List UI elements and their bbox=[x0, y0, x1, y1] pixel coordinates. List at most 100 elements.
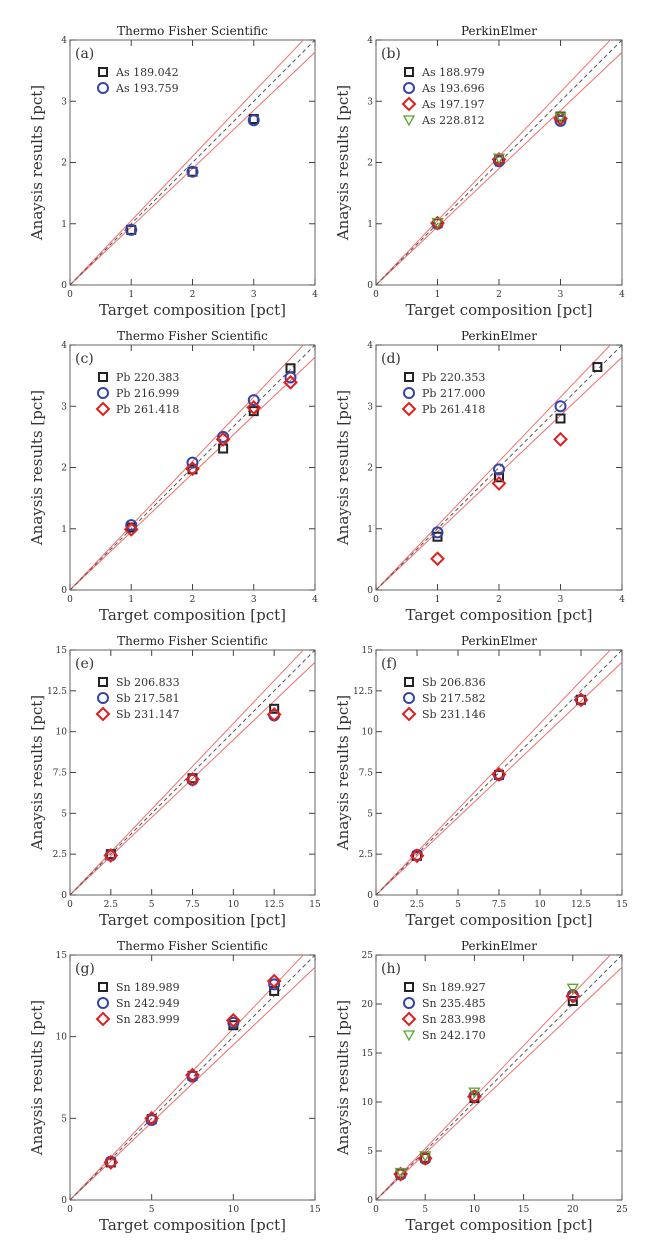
chart-panel-b: PerkinElmer 0 1 2 3 4 0 1 2 3 4 (b) As 188.979 As 193… bbox=[334, 24, 625, 319]
data-point bbox=[185, 771, 200, 787]
legend-label: Sb 217.582 bbox=[422, 692, 486, 705]
legend-marker bbox=[98, 67, 108, 77]
data-point bbox=[225, 1012, 241, 1028]
data-point bbox=[554, 400, 567, 413]
legend-marker bbox=[95, 1011, 111, 1027]
reference-lines bbox=[376, 955, 622, 1200]
data-point bbox=[103, 848, 119, 863]
identity-line bbox=[70, 650, 315, 895]
x-tick-label: 20 bbox=[567, 1205, 579, 1215]
legend-label: Pb 216.999 bbox=[116, 387, 179, 400]
data-point bbox=[269, 703, 280, 714]
data-point bbox=[125, 519, 138, 532]
panel-label: (e) bbox=[75, 656, 94, 672]
panel-label: (f) bbox=[381, 656, 397, 672]
identity-line bbox=[376, 40, 622, 285]
y-tick-label: 12.5 bbox=[47, 687, 67, 697]
legend-label: Pb 220.353 bbox=[422, 371, 485, 384]
y-tick-label: 10 bbox=[56, 728, 68, 738]
data-point bbox=[555, 413, 566, 424]
series-As-189-042 bbox=[126, 114, 259, 235]
data-point bbox=[430, 551, 445, 567]
legend-label: Pb 261.418 bbox=[422, 403, 485, 416]
y-tick-label: 2.5 bbox=[53, 850, 68, 860]
y-tick-label: 1 bbox=[61, 525, 67, 535]
legend-label: As 193.759 bbox=[115, 82, 179, 95]
legend-label: Sn 235.485 bbox=[422, 997, 486, 1010]
data-point bbox=[103, 1155, 119, 1170]
data-point bbox=[248, 406, 259, 417]
x-tick-label: 3 bbox=[558, 595, 564, 605]
reference-lines bbox=[70, 40, 315, 285]
x-tick-label: 10 bbox=[534, 900, 546, 910]
chart-title: Thermo Fisher Scientific bbox=[117, 24, 268, 38]
y-tick-label: 0 bbox=[61, 891, 67, 901]
y-axis-label: Anaysis results [pct] bbox=[334, 1000, 352, 1156]
y-tick-label: 25 bbox=[362, 951, 374, 961]
x-tick-label: 15 bbox=[616, 900, 628, 910]
y-tick-label: 12.5 bbox=[353, 687, 373, 697]
lower-tolerance-line bbox=[70, 661, 315, 895]
x-tick-label: 7.5 bbox=[185, 900, 200, 910]
y-tick-label: 2.5 bbox=[359, 850, 374, 860]
x-tick-label: 2.5 bbox=[104, 900, 119, 910]
y-tick-label: 3 bbox=[367, 402, 373, 412]
x-tick-label: 1 bbox=[435, 290, 441, 300]
lower-tolerance-line bbox=[70, 966, 315, 1200]
legend-marker bbox=[97, 692, 109, 704]
data-point bbox=[185, 461, 200, 477]
y-tick-label: 5 bbox=[61, 1114, 67, 1124]
legend-label: Sn 283.998 bbox=[422, 1013, 486, 1026]
series-Sb-231-147 bbox=[103, 707, 282, 863]
y-tick-label: 5 bbox=[61, 809, 67, 819]
y-tick-label: 15 bbox=[362, 646, 374, 656]
x-tick-label: 2 bbox=[190, 290, 196, 300]
x-tick-label: 15 bbox=[309, 1205, 321, 1215]
x-tick-label: 0 bbox=[373, 290, 379, 300]
plot-frame bbox=[69, 954, 316, 1201]
y-tick-label: 2 bbox=[61, 464, 67, 474]
data-point bbox=[227, 1016, 240, 1029]
identity-line bbox=[70, 40, 315, 285]
legend-marker bbox=[98, 982, 108, 992]
x-axis-label: Target composition [pct] bbox=[405, 1216, 592, 1234]
legend-label: Sn 189.927 bbox=[422, 981, 486, 994]
y-axis-label: Anaysis results [pct] bbox=[334, 390, 352, 546]
chart-title: PerkinElmer bbox=[461, 24, 537, 38]
panel-label: (h) bbox=[381, 961, 401, 977]
data-point bbox=[554, 114, 567, 127]
x-tick-label: 0 bbox=[67, 290, 73, 300]
data-point bbox=[491, 476, 507, 491]
data-point bbox=[266, 973, 282, 989]
y-tick-label: 3 bbox=[61, 402, 67, 412]
y-axis-label: Anaysis results [pct] bbox=[28, 390, 46, 546]
x-tick-label: 12.5 bbox=[571, 900, 591, 910]
identity-line bbox=[376, 345, 622, 590]
legend-marker bbox=[401, 706, 417, 722]
legend-marker bbox=[404, 677, 414, 687]
data-point bbox=[394, 1167, 407, 1179]
x-axis-label: Target composition [pct] bbox=[405, 301, 592, 319]
y-tick-label: 0 bbox=[367, 586, 373, 596]
y-tick-label: 0 bbox=[61, 586, 67, 596]
legend-label: Pb 217.000 bbox=[422, 387, 485, 400]
x-axis-label: Target composition [pct] bbox=[99, 1216, 286, 1234]
legend-marker bbox=[401, 96, 417, 112]
legend-marker bbox=[95, 706, 111, 722]
x-tick-label: 3 bbox=[558, 290, 564, 300]
x-tick-label: 5 bbox=[149, 900, 155, 910]
x-tick-label: 0 bbox=[373, 595, 379, 605]
data-point bbox=[186, 165, 199, 178]
data-point bbox=[573, 692, 589, 708]
plot-frame bbox=[375, 954, 623, 1201]
x-axis-label: Target composition [pct] bbox=[405, 606, 592, 624]
x-axis-label: Target composition [pct] bbox=[99, 606, 286, 624]
data-point bbox=[431, 217, 444, 229]
y-tick-label: 5 bbox=[367, 809, 373, 819]
y-tick-label: 1 bbox=[61, 220, 67, 230]
legend-marker bbox=[401, 401, 417, 417]
legend-label: As 228.812 bbox=[421, 114, 485, 127]
x-tick-label: 10 bbox=[469, 1205, 481, 1215]
panel-label: (b) bbox=[381, 46, 401, 62]
x-axis-label: Target composition [pct] bbox=[405, 911, 592, 929]
